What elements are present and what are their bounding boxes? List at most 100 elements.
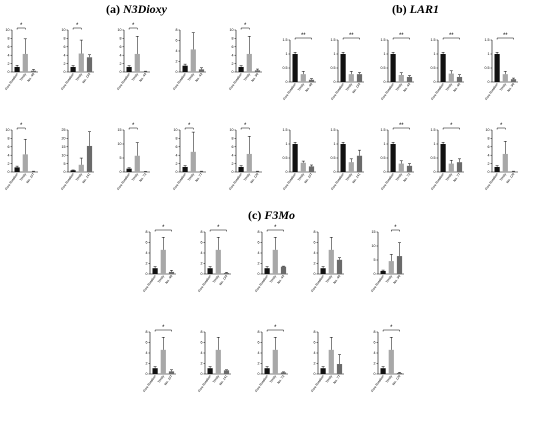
y-tick-label: 8 [258,230,260,234]
y-tick-label: 4 [201,251,203,255]
y-tick-label: 6 [176,145,178,149]
y-tick-label: 8 [176,137,178,141]
y-tick-label: 0.5 [283,66,288,70]
x-tick-label: Trinity [187,72,196,82]
bar-1 [14,167,20,172]
significance-label: * [390,325,393,331]
y-tick-label: 0 [120,170,122,174]
bar-2 [388,349,394,374]
y-tick-label: 1 [384,52,386,56]
y-tick-label: 15 [118,128,122,132]
chart-panel-a3: 0 2 4 6 8 10 Free Rotation Trinity No. 44 * [116,23,150,91]
y-tick-label: 2 [258,262,260,266]
bar-2 [348,74,354,82]
bar-2 [328,349,334,374]
x-tick-label: No. 134 [218,274,228,286]
x-tick-label: Trinity [243,172,252,182]
significance-bracket [154,329,172,332]
bar-1 [380,368,386,374]
y-tick-label: 5 [374,258,376,262]
y-tick-label: 15 [62,145,66,149]
bar-2 [388,261,394,274]
x-tick-label: No. 72 [402,172,411,182]
y-tick-label: 2 [488,162,490,166]
y-tick-label: 0 [8,70,10,74]
bar-1 [292,54,298,82]
x-tick-label: No. 107 [25,172,35,184]
bar-1 [126,168,132,172]
bar-2 [160,249,166,274]
y-tick-label: 1 [334,142,336,146]
section-title-a: (a) N3Dioxy [106,2,167,17]
x-tick-label: No. 44 [276,274,285,284]
y-tick-label: 1.5 [431,128,436,132]
y-tick-label: 4 [146,251,148,255]
section-title-b: (b) LAR1 [392,2,439,17]
y-tick-label: 1.5 [331,38,336,42]
bar-3 [168,271,175,274]
x-tick-label: No. 126 [505,172,515,184]
y-tick-label: 8 [146,230,148,234]
bar-1 [340,144,346,172]
x-tick-label: Trinity [325,374,334,384]
bar-1 [264,268,270,274]
significance-label: * [132,123,135,129]
significance-label: * [162,225,165,231]
y-tick-label: 6 [258,241,260,245]
y-tick-label: 2 [146,262,148,266]
bar-3 [223,272,230,274]
y-tick-label: 0 [488,80,490,84]
x-tick-label: Trinity [212,374,221,384]
bar-2 [502,153,508,172]
x-tick-label: Free Rotation [430,172,445,191]
x-tick-label: Free Rotation [4,72,19,91]
section-title-c: (c) F3Mo [248,208,295,223]
y-tick-label: 0.5 [331,156,336,160]
x-tick-label: Trinity [131,172,140,182]
y-tick-label: 0.5 [431,156,436,160]
bar-1 [494,54,500,82]
x-tick-label: Free Rotation [60,172,75,191]
significance-label: * [394,225,397,231]
x-tick-label: Trinity [212,274,221,284]
y-tick-label: 4 [64,53,66,57]
bar-1 [238,66,244,72]
y-tick-label: 2 [64,62,66,66]
bar-1 [390,54,396,82]
x-tick-label: Trinity [395,172,404,182]
x-tick-label: No. 96 [250,72,259,82]
x-tick-label: No. 134 [81,72,91,84]
significance-bracket [16,27,26,30]
y-tick-label: 0 [384,80,386,84]
bar-3 [254,70,261,72]
y-tick-label: 0.5 [381,66,386,70]
chart-panel-c9: 0 2 4 6 8 Free Rotation Trinity No. 77 [310,330,344,393]
bar-1 [440,54,446,82]
section-c-letter: (c) [248,208,262,222]
bar-1 [182,65,188,72]
x-tick-label: Free Rotation [282,82,297,101]
significance-label: ** [503,33,508,39]
significance-bracket [266,329,284,332]
bar-3 [510,79,517,82]
x-tick-label: Free Rotation [172,72,187,91]
bar-3 [456,76,463,82]
chart-panel-a4: 0 2 4 6 8 Free Rotation Trinity No. 43 [172,28,206,91]
x-tick-label: Trinity [75,72,84,82]
y-tick-label: 2 [120,62,122,66]
y-tick-label: 0 [232,70,234,74]
y-tick-label: 0 [334,80,336,84]
bar-3 [168,371,175,374]
significance-label: * [217,225,220,231]
y-tick-label: 0 [176,70,178,74]
significance-bracket [184,127,194,130]
x-tick-label: Free Rotation [310,374,325,393]
bar-3 [30,70,37,72]
y-tick-label: 2 [176,60,178,64]
bar-3 [308,79,315,82]
x-tick-label: Trinity [297,172,306,182]
x-tick-label: No. 141 [351,172,361,184]
bar-2 [215,249,221,274]
